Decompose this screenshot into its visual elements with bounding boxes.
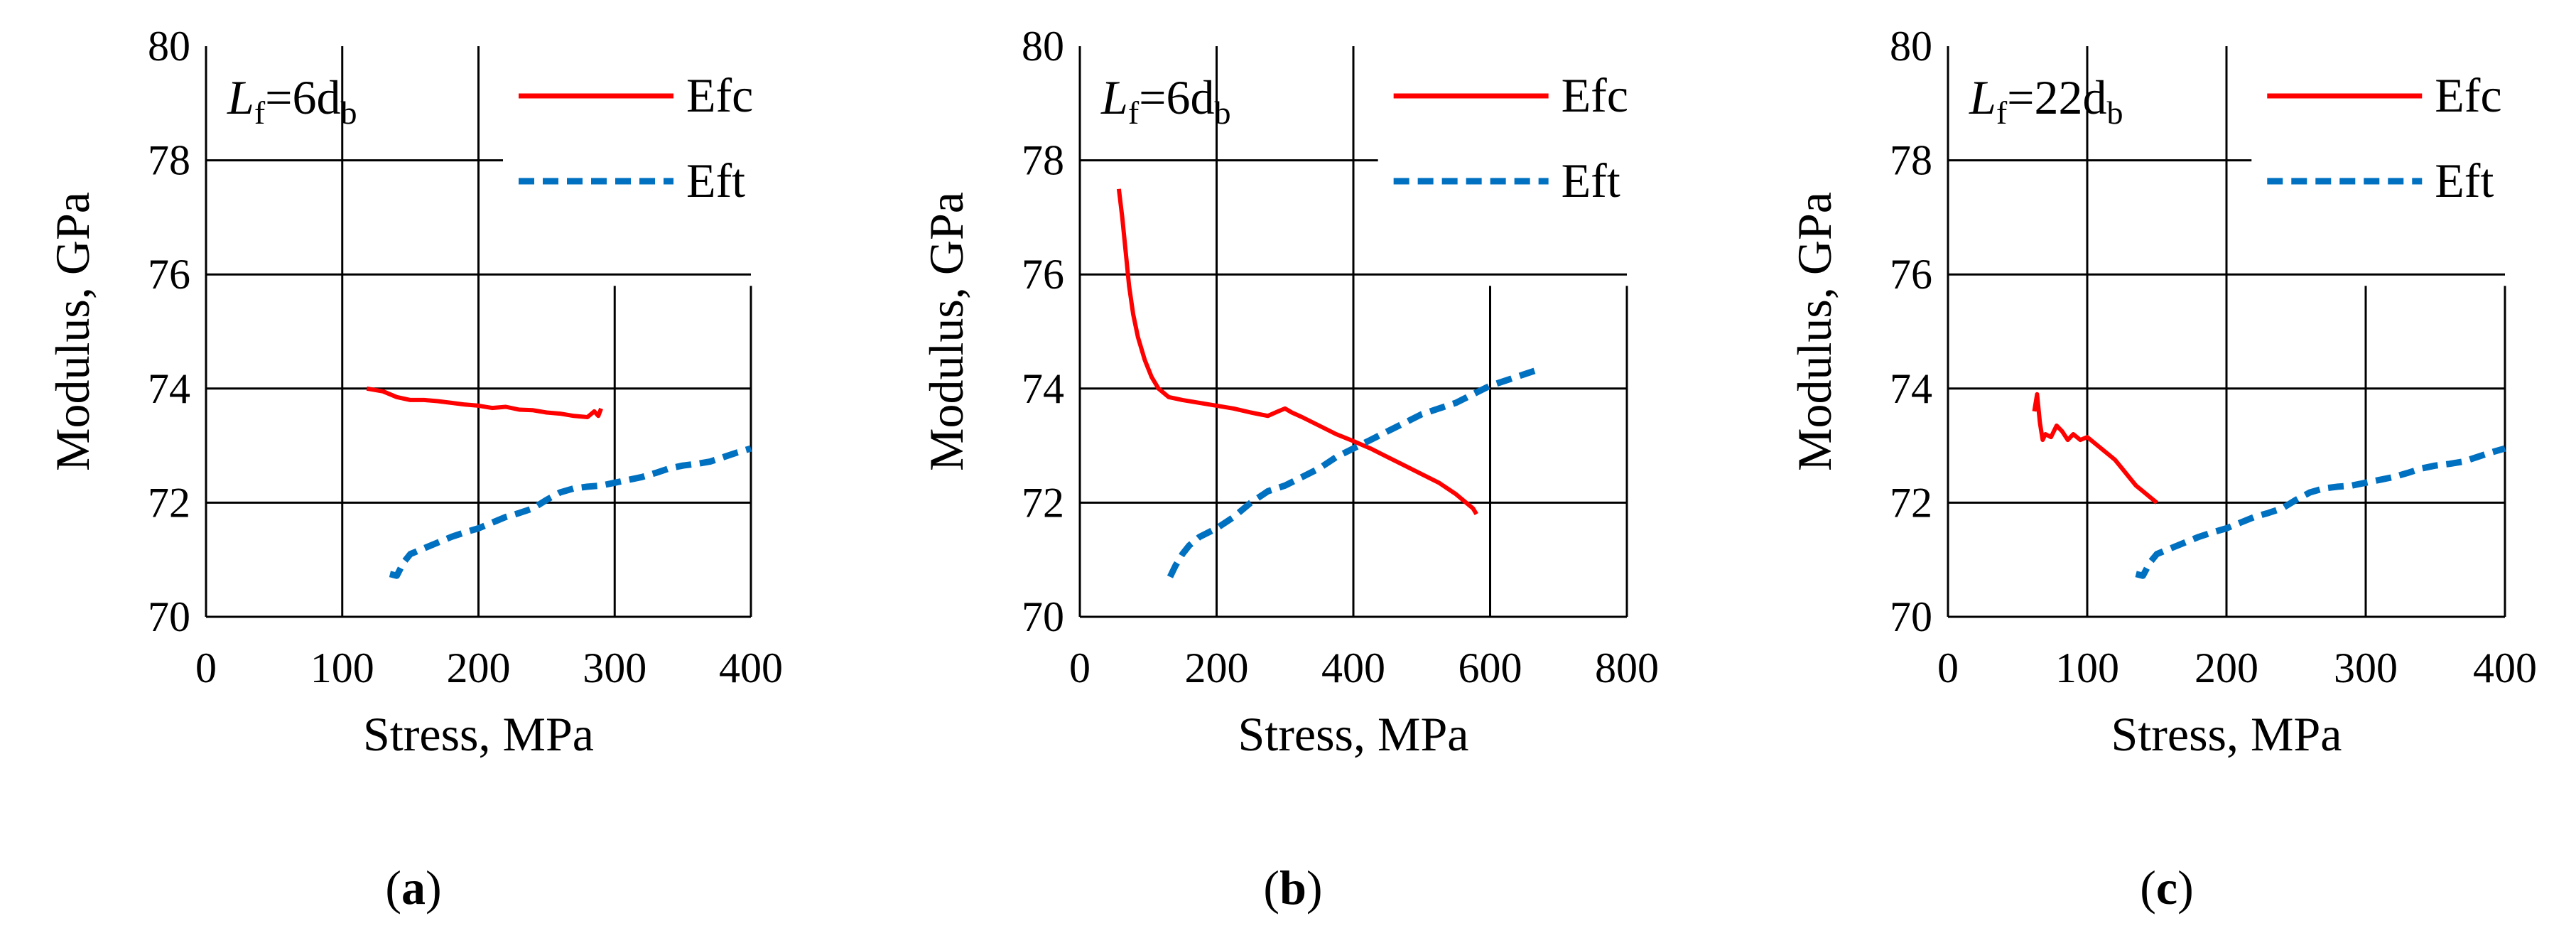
x-tick-label: 0 xyxy=(195,645,217,691)
legend-label-eft: Eft xyxy=(686,153,745,207)
panel-annotation: Lf=6db xyxy=(227,70,357,131)
y-tick-label: 70 xyxy=(1890,593,1932,640)
legend-label-eft: Eft xyxy=(2435,153,2494,207)
y-tick-label: 72 xyxy=(1022,479,1064,526)
series-line-eft xyxy=(389,445,752,579)
y-tick-label: 72 xyxy=(1890,479,1932,526)
x-tick-label: 300 xyxy=(2334,645,2398,691)
y-tick-label: 78 xyxy=(1022,137,1064,184)
y-tick-label: 74 xyxy=(1022,365,1064,412)
legend-label-efc: Efc xyxy=(2435,68,2501,122)
x-tick-label: 100 xyxy=(310,645,374,691)
y-tick-label: 74 xyxy=(1890,365,1932,412)
x-tick-label: 0 xyxy=(1069,645,1091,691)
chart-panel-c: 70 72 74 76 78 80 0 100 200 300 400 Stress, MPa Modu… xyxy=(1787,23,2537,915)
y-tick-label: 78 xyxy=(148,137,190,184)
legend-label-eft: Eft xyxy=(1562,153,1620,207)
x-tick-label: 400 xyxy=(1321,645,1385,691)
series-line-eft xyxy=(1167,365,1543,578)
x-tick-label: 200 xyxy=(447,645,511,691)
x-tick-label: 200 xyxy=(1185,645,1249,691)
x-tick-label: 600 xyxy=(1459,645,1522,691)
x-tick-label: 200 xyxy=(2195,645,2258,691)
x-axis-label: Stress, MPa xyxy=(363,707,594,761)
x-tick-label: 100 xyxy=(2055,645,2119,691)
y-tick-label: 70 xyxy=(1022,593,1064,640)
y-axis-label: Modulus, GPa xyxy=(1787,192,1841,471)
x-tick-label: 300 xyxy=(583,645,646,691)
panel-annotation: Lf=6db xyxy=(1100,70,1231,131)
x-axis-label: Stress, MPa xyxy=(2111,707,2342,761)
x-tick-label: 400 xyxy=(2473,645,2537,691)
y-tick-label: 72 xyxy=(148,479,190,526)
chart-panel-a: 70 72 74 76 78 80 0 100 200 300 400 Stress, MPa Modu… xyxy=(45,23,783,915)
panel-caption: (a) xyxy=(385,861,441,915)
legend-label-efc: Efc xyxy=(686,68,753,122)
y-axis-label: Modulus, GPa xyxy=(919,192,973,471)
series-line-efc xyxy=(2032,392,2158,505)
y-tick-label: 76 xyxy=(148,251,190,298)
y-tick-label: 76 xyxy=(1890,251,1932,298)
y-tick-label: 80 xyxy=(148,23,190,70)
y-tick-label: 70 xyxy=(148,593,190,640)
panel-annotation: Lf=22db xyxy=(1969,70,2123,131)
series-line-eft xyxy=(2135,445,2506,579)
panel-caption: (b) xyxy=(1263,861,1322,915)
y-tick-label: 78 xyxy=(1890,137,1932,184)
y-tick-label: 76 xyxy=(1022,251,1064,298)
y-tick-label: 80 xyxy=(1890,23,1932,70)
legend-label-efc: Efc xyxy=(1562,68,1628,122)
x-axis-label: Stress, MPa xyxy=(1238,707,1469,761)
panel-caption: (c) xyxy=(2140,861,2194,915)
y-axis-label: Modulus, GPa xyxy=(45,192,99,471)
y-tick-label: 80 xyxy=(1022,23,1064,70)
series-line-efc xyxy=(1116,188,1478,516)
x-tick-label: 0 xyxy=(1937,645,1959,691)
series-line-efc xyxy=(366,386,603,419)
x-tick-label: 800 xyxy=(1595,645,1659,691)
y-tick-label: 74 xyxy=(148,365,190,412)
x-tick-label: 400 xyxy=(719,645,783,691)
